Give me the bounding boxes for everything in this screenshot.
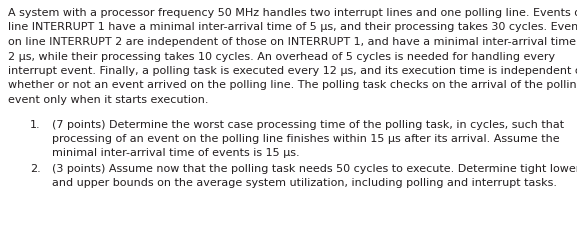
Text: 2 μs, while their processing takes 10 cycles. An overhead of 5 cycles is needed : 2 μs, while their processing takes 10 cy… — [8, 52, 555, 61]
Text: and upper bounds on the average system utilization, including polling and interr: and upper bounds on the average system u… — [52, 179, 557, 188]
Text: (3 points) Assume now that the polling task needs 50 cycles to execute. Determin: (3 points) Assume now that the polling t… — [52, 164, 577, 174]
Text: whether or not an event arrived on the polling line. The polling task checks on : whether or not an event arrived on the p… — [8, 80, 577, 91]
Text: processing of an event on the polling line finishes within 15 μs after its arriv: processing of an event on the polling li… — [52, 134, 560, 144]
Text: interrupt event. Finally, a polling task is executed every 12 μs, and its execut: interrupt event. Finally, a polling task… — [8, 66, 577, 76]
Text: minimal inter-arrival time of events is 15 μs.: minimal inter-arrival time of events is … — [52, 148, 299, 159]
Text: (7 points) Determine the worst case processing time of the polling task, in cycl: (7 points) Determine the worst case proc… — [52, 120, 564, 129]
Text: event only when it starts execution.: event only when it starts execution. — [8, 95, 208, 105]
Text: line INTERRUPT 1 have a minimal inter-arrival time of 5 μs, and their processing: line INTERRUPT 1 have a minimal inter-ar… — [8, 22, 577, 33]
Text: 2.: 2. — [30, 164, 41, 174]
Text: 1.: 1. — [30, 120, 40, 129]
Text: on line INTERRUPT 2 are independent of those on INTERRUPT 1, and have a minimal : on line INTERRUPT 2 are independent of t… — [8, 37, 577, 47]
Text: A system with a processor frequency 50 MHz handles two interrupt lines and one p: A system with a processor frequency 50 M… — [8, 8, 577, 18]
